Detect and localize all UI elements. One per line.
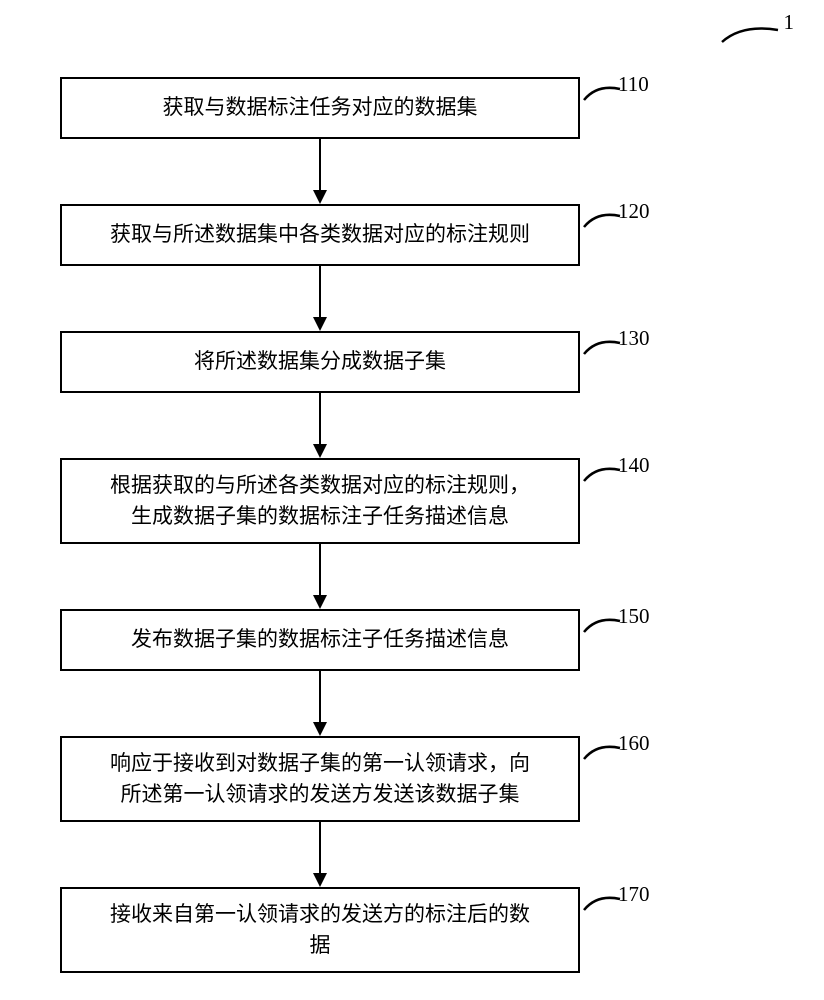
step-170-swoosh	[582, 892, 622, 914]
arrow-5-line	[319, 671, 321, 722]
step-170-label: 170	[618, 882, 650, 907]
flowchart-canvas: 1 获取与数据标注任务对应的数据集 110 获取与所述数据集中各类数据对应的标注…	[0, 0, 824, 1000]
step-170-text: 接收来自第一认领请求的发送方的标注后的数据	[110, 899, 530, 962]
step-140-text: 根据获取的与所述各类数据对应的标注规则，生成数据子集的数据标注子任务描述信息	[110, 470, 530, 533]
step-150-label: 150	[618, 604, 650, 629]
step-130-label: 130	[618, 326, 650, 351]
arrow-2-line	[319, 266, 321, 317]
arrow-3-head	[313, 444, 327, 458]
figure-label-swoosh	[720, 22, 780, 48]
step-150-box: 发布数据子集的数据标注子任务描述信息	[60, 609, 580, 671]
step-110-swoosh	[582, 82, 622, 104]
arrow-6-head	[313, 873, 327, 887]
step-170-box: 接收来自第一认领请求的发送方的标注后的数据	[60, 887, 580, 973]
arrow-2-head	[313, 317, 327, 331]
step-110-text: 获取与数据标注任务对应的数据集	[163, 92, 478, 124]
step-160-box: 响应于接收到对数据子集的第一认领请求，向所述第一认领请求的发送方发送该数据子集	[60, 736, 580, 822]
step-160-label: 160	[618, 731, 650, 756]
arrow-4-head	[313, 595, 327, 609]
step-130-box: 将所述数据集分成数据子集	[60, 331, 580, 393]
step-120-swoosh	[582, 209, 622, 231]
step-120-box: 获取与所述数据集中各类数据对应的标注规则	[60, 204, 580, 266]
step-140-swoosh	[582, 463, 622, 485]
step-130-swoosh	[582, 336, 622, 358]
arrow-1-line	[319, 139, 321, 190]
step-150-text: 发布数据子集的数据标注子任务描述信息	[131, 624, 509, 656]
arrow-6-line	[319, 822, 321, 873]
step-110-box: 获取与数据标注任务对应的数据集	[60, 77, 580, 139]
step-110-label: 110	[618, 72, 649, 97]
step-120-text: 获取与所述数据集中各类数据对应的标注规则	[110, 219, 530, 251]
step-140-box: 根据获取的与所述各类数据对应的标注规则，生成数据子集的数据标注子任务描述信息	[60, 458, 580, 544]
figure-number: 1	[784, 10, 795, 35]
step-150-swoosh	[582, 614, 622, 636]
step-120-label: 120	[618, 199, 650, 224]
step-130-text: 将所述数据集分成数据子集	[194, 346, 446, 378]
step-160-text: 响应于接收到对数据子集的第一认领请求，向所述第一认领请求的发送方发送该数据子集	[110, 748, 530, 811]
step-140-label: 140	[618, 453, 650, 478]
arrow-4-line	[319, 544, 321, 595]
arrow-3-line	[319, 393, 321, 444]
arrow-5-head	[313, 722, 327, 736]
arrow-1-head	[313, 190, 327, 204]
step-160-swoosh	[582, 741, 622, 763]
